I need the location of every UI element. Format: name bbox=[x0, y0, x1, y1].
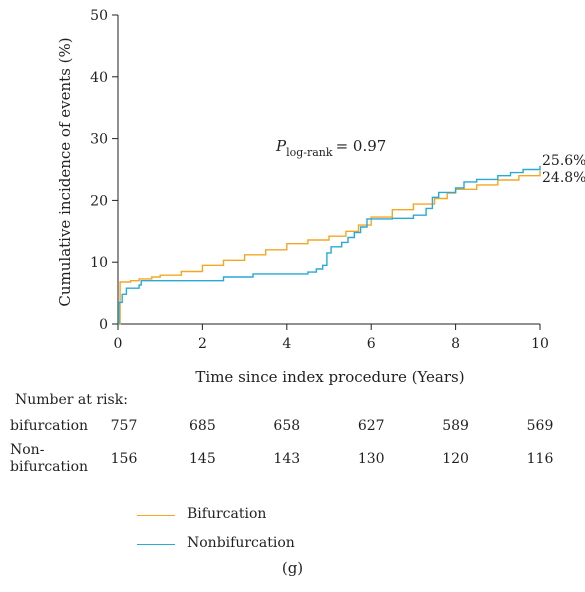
risk-value: 627 bbox=[357, 418, 385, 434]
x-tick-label-8: 8 bbox=[451, 336, 460, 352]
axes: 0 10 20 30 40 50 0 2 4 6 8 10 bbox=[90, 8, 549, 352]
risk-value: 145 bbox=[189, 451, 216, 467]
risk-value: 589 bbox=[442, 418, 469, 434]
x-tick-label-4: 4 bbox=[282, 336, 291, 352]
x-tick-label-10: 10 bbox=[531, 336, 549, 352]
series-layer bbox=[118, 165, 541, 325]
series-line-bifurcation bbox=[118, 170, 541, 325]
risk-value: 658 bbox=[273, 418, 301, 434]
risk-row-label-bifurcation-2: bifurcation bbox=[10, 459, 89, 475]
y-tick-label-20: 20 bbox=[90, 193, 108, 209]
y-tick-label-50: 50 bbox=[90, 8, 108, 24]
y-tick-label-40: 40 bbox=[90, 70, 108, 86]
end-label-nonbifurcation: 25.6% bbox=[542, 153, 585, 169]
p-value: = 0.97 bbox=[336, 137, 387, 155]
y-tick-label-30: 30 bbox=[90, 132, 108, 148]
risk-value: 143 bbox=[273, 451, 301, 467]
risk-value: 116 bbox=[526, 451, 554, 467]
risk-value: 685 bbox=[189, 418, 216, 434]
y-axis-label: Cumulative incidence of events (%) bbox=[56, 37, 74, 306]
y-tick-label-0: 0 bbox=[99, 317, 108, 333]
risk-value: 130 bbox=[357, 451, 385, 467]
risk-value: 757 bbox=[110, 418, 138, 434]
risk-value: 120 bbox=[442, 451, 469, 467]
risk-row-label-non: Non- bbox=[10, 442, 45, 458]
end-label-bifurcation: 24.8% bbox=[542, 170, 585, 186]
x-axis-label: Time since index procedure (Years) bbox=[195, 368, 464, 386]
risk-table-title: Number at risk: bbox=[15, 392, 128, 408]
legend-label-nonbifurcation: Nonbifurcation bbox=[187, 535, 295, 551]
labels-layer: Cumulative incidence of events (%) Time … bbox=[56, 37, 585, 386]
legend-swatch-bifurcation bbox=[137, 515, 175, 516]
p-value-annotation: Plog-rank = 0.97 bbox=[275, 137, 386, 159]
y-tick-label-10: 10 bbox=[90, 255, 108, 271]
km-chart: 0 10 20 30 40 50 0 2 4 6 8 10 Cumulative incidence … bbox=[56, 8, 585, 386]
legend-label-bifurcation: Bifurcation bbox=[187, 506, 267, 522]
figure-caption: (g) bbox=[281, 559, 304, 577]
risk-row-label-bifurcation: bifurcation bbox=[10, 418, 89, 434]
x-tick-label-0: 0 bbox=[114, 336, 123, 352]
risk-value: 156 bbox=[110, 451, 138, 467]
x-tick-label-6: 6 bbox=[367, 336, 376, 352]
risk-value: 569 bbox=[526, 418, 554, 434]
x-tick-label-2: 2 bbox=[198, 336, 207, 352]
p-subscript: log-rank bbox=[286, 146, 333, 159]
legend-swatch-nonbifurcation bbox=[137, 544, 175, 545]
series-line-nonbifurcation bbox=[118, 165, 541, 325]
p-symbol: P bbox=[275, 137, 287, 155]
